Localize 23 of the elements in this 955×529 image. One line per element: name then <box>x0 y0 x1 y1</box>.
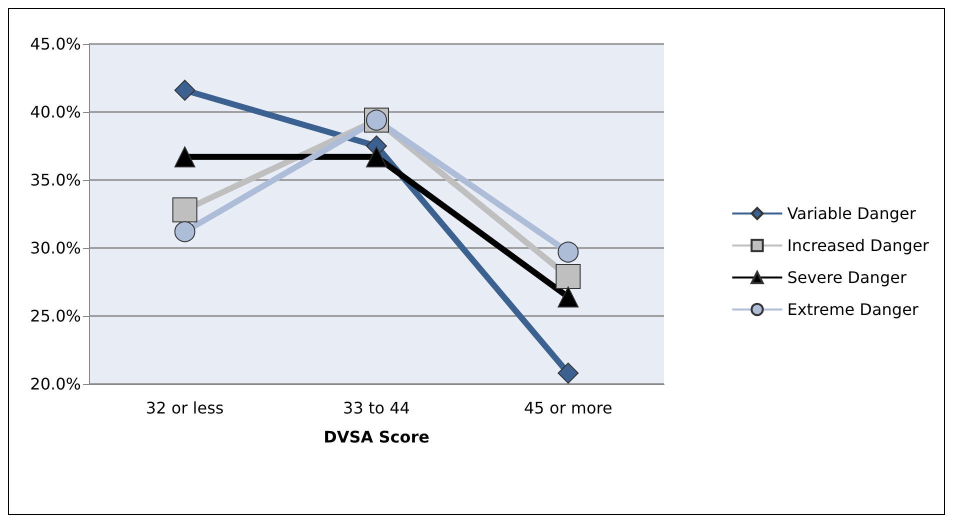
y-tick-label: 25.0% <box>30 306 81 326</box>
y-tick-label: 40.0% <box>30 102 81 122</box>
legend-label: Increased Danger <box>787 236 930 255</box>
point <box>558 242 579 263</box>
legend-label: Severe Danger <box>787 268 907 287</box>
x-tick-label: 32 or less <box>146 398 224 418</box>
y-tick-label: 45.0% <box>30 34 81 54</box>
point <box>174 221 196 242</box>
x-tick-label: 45 or more <box>524 398 612 418</box>
x-axis-title: DVSA Score <box>324 428 430 446</box>
point <box>174 146 196 168</box>
point <box>174 80 196 101</box>
x-tick-label: 33 to 44 <box>343 398 410 418</box>
point <box>558 362 579 384</box>
legend-label: Extreme Danger <box>787 300 919 319</box>
point <box>558 286 579 308</box>
y-tick-label: 35.0% <box>30 170 81 190</box>
y-tick-label: 30.0% <box>30 238 81 258</box>
point <box>172 197 198 222</box>
y-tick-label: 20.0% <box>30 374 81 394</box>
point <box>366 146 387 168</box>
point <box>556 264 581 290</box>
legend-label: Variable Danger <box>787 204 916 223</box>
